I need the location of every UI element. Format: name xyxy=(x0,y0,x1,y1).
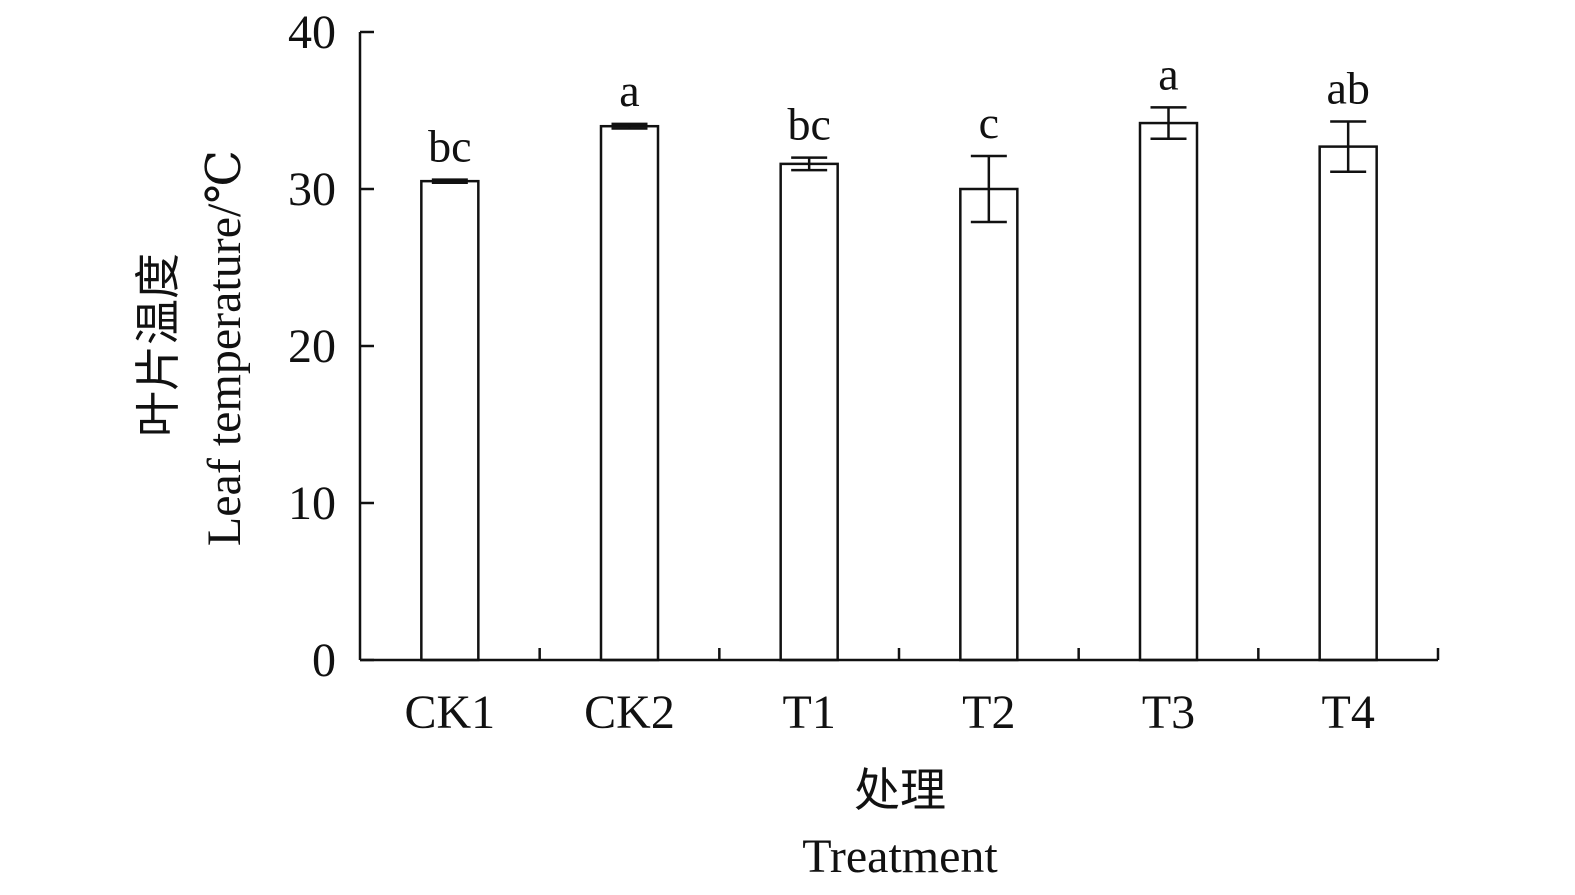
x-axis-title-cn: 处理 xyxy=(854,763,946,817)
y-axis-title-cn: 叶片温度 xyxy=(131,253,185,437)
x-axis-title: Treatment xyxy=(802,830,998,883)
x-tick-label-ck1: CK1 xyxy=(404,686,495,739)
significance-label-t2: c xyxy=(979,97,999,148)
bar-ck2 xyxy=(599,124,660,662)
significance-label-t4: ab xyxy=(1326,62,1369,113)
x-tick-label-t2: T2 xyxy=(962,686,1015,739)
bar-ck1 xyxy=(420,179,480,662)
y-tick-label-0: 0 xyxy=(312,634,336,687)
significance-label-t3: a xyxy=(1158,48,1178,99)
y-tick-label-20: 20 xyxy=(288,320,336,373)
x-tick-label-t1: T1 xyxy=(783,686,836,739)
significance-label-ck1: bc xyxy=(428,121,471,172)
axes-group xyxy=(358,30,1440,662)
y-axis-title: Leaf temperature/℃ xyxy=(198,150,251,546)
bars-group xyxy=(420,106,1378,662)
significance-label-ck2: a xyxy=(619,65,639,116)
x-tick-label-t3: T3 xyxy=(1142,686,1195,739)
x-tick-label-t4: T4 xyxy=(1322,686,1375,739)
bar-t4 xyxy=(1318,145,1378,662)
bar-t3 xyxy=(1138,121,1199,662)
bar-t2 xyxy=(959,187,1019,662)
labels-group: bc CK1 a CK2 bc T1 c T2 a T3 ab T4 0 10 20 30 40 xyxy=(288,6,1375,739)
bar-t1 xyxy=(779,162,839,662)
y-tick-label-40: 40 xyxy=(288,6,336,59)
y-tick-label-30: 30 xyxy=(288,163,336,216)
significance-label-t1: bc xyxy=(787,99,830,150)
y-tick-label-10: 10 xyxy=(288,477,336,530)
x-tick-label-ck2: CK2 xyxy=(584,686,675,739)
